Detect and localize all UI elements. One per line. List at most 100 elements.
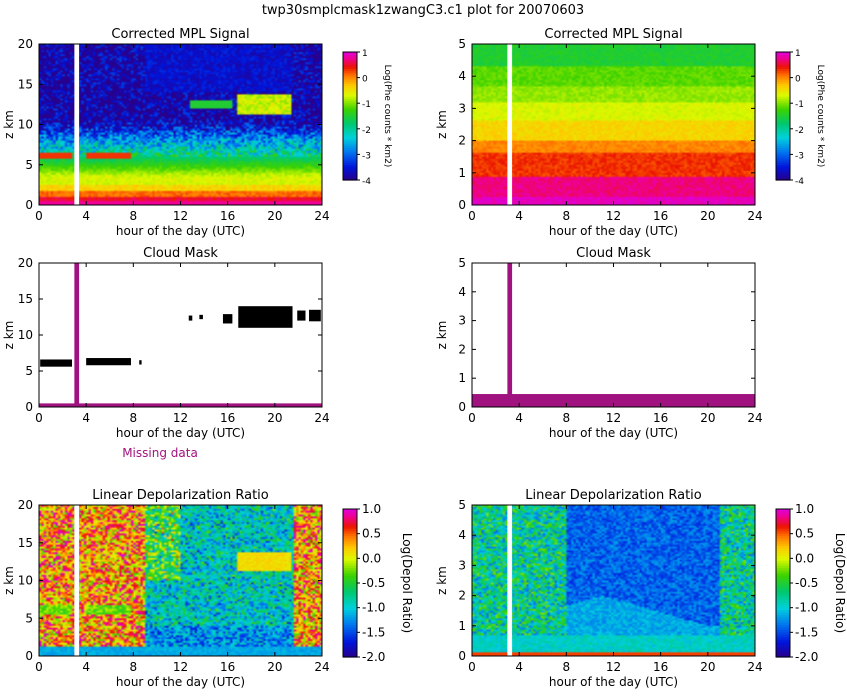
- colorbar-swatch: [343, 513, 357, 517]
- colorbar-tick-label: 0: [795, 75, 801, 85]
- colorbar-swatch: [343, 167, 357, 170]
- colorbar-swatch: [776, 66, 790, 70]
- panel-title: Cloud Mask: [576, 246, 651, 261]
- colorbar-swatch: [776, 60, 790, 64]
- colorbar-swatch: [343, 116, 357, 119]
- colorbar-swatch: [776, 128, 790, 132]
- colorbar-swatch: [776, 118, 790, 121]
- colorbar-swatch: [343, 511, 357, 515]
- colorbar-swatch: [343, 637, 357, 641]
- cloud-layer: [309, 309, 321, 322]
- colorbar-swatch: [776, 541, 790, 545]
- x-tick-label: 20: [700, 209, 715, 223]
- colorbar-swatch: [776, 536, 790, 540]
- x-axis-label: hour of the day (UTC): [549, 224, 678, 238]
- x-tick-label: 8: [563, 209, 571, 223]
- colorbar-tick-label: 0: [362, 75, 368, 85]
- y-tick-label: 1: [458, 619, 466, 633]
- figure-suptitle: twp30smplcmask1zwangC3.c1 plot for 20070…: [262, 3, 584, 18]
- x-tick-label: 12: [606, 209, 621, 223]
- colorbar-swatch: [776, 568, 790, 572]
- colorbar-swatch: [343, 94, 357, 98]
- x-tick-label: 0: [35, 411, 43, 425]
- x-axis-label: hour of the day (UTC): [116, 426, 245, 440]
- colorbar-tick-label: -0.5: [795, 576, 818, 590]
- x-tick-label: 8: [130, 411, 138, 425]
- x-tick-label: 16: [653, 660, 668, 674]
- colorbar-swatch: [343, 54, 357, 57]
- x-tick-label: 20: [700, 411, 715, 425]
- colorbar-swatch: [776, 62, 790, 66]
- colorbar-swatch: [343, 137, 357, 141]
- colorbar-swatch: [776, 90, 790, 94]
- colorbar-tick-label: -1.0: [795, 601, 818, 615]
- colorbar-swatch: [776, 595, 790, 599]
- colorbar-swatch: [343, 550, 357, 554]
- x-tick-label: 24: [314, 411, 329, 425]
- colorbar-swatch: [776, 526, 790, 530]
- cloud-layer: [297, 310, 306, 321]
- x-tick-label: 8: [563, 660, 571, 674]
- colorbar-tick-label: -4: [795, 177, 804, 187]
- colorbar-label: Log(Phe counts * km2): [815, 65, 825, 168]
- colorbar-tick-label: 0.5: [795, 527, 814, 541]
- x-tick-label: 24: [747, 411, 762, 425]
- y-tick-label: 5: [458, 498, 466, 512]
- colorbar-swatch: [776, 126, 790, 130]
- colorbar-swatch: [776, 133, 790, 136]
- colorbar-swatch: [343, 526, 357, 530]
- colorbar-swatch: [776, 516, 790, 520]
- y-tick-label: 20: [18, 498, 33, 512]
- colorbar-swatch: [776, 543, 790, 547]
- colorbar-swatch: [343, 75, 357, 79]
- colorbar-swatch: [343, 175, 357, 179]
- colorbar-swatch: [776, 555, 790, 559]
- colorbar-swatch: [776, 607, 790, 611]
- colorbar-swatch: [776, 518, 790, 522]
- y-tick-label: 5: [25, 611, 33, 625]
- colorbar-swatch: [343, 590, 357, 594]
- colorbar-swatch: [343, 585, 357, 589]
- y-axis-label: z km: [435, 321, 449, 350]
- colorbar-swatch: [343, 612, 357, 616]
- colorbar-tick-label: -1: [362, 100, 371, 110]
- colorbar-swatch: [343, 177, 357, 181]
- x-tick-label: 24: [747, 660, 762, 674]
- colorbar-swatch: [343, 133, 357, 136]
- y-tick-label: 4: [458, 528, 466, 542]
- x-tick-label: 4: [82, 411, 90, 425]
- colorbar-swatch: [776, 587, 790, 591]
- x-tick-label: 12: [173, 660, 188, 674]
- colorbar-swatch: [343, 541, 357, 545]
- x-tick-label: 0: [468, 411, 476, 425]
- colorbar-swatch: [343, 575, 357, 579]
- y-tick-label: 5: [25, 364, 33, 378]
- colorbar-swatch: [343, 101, 357, 104]
- colorbar-swatch: [776, 513, 790, 517]
- x-tick-label: 0: [35, 209, 43, 223]
- colorbar-tick-label: -2: [362, 126, 371, 136]
- colorbar-label: Log(Depol Ratio): [400, 533, 414, 633]
- missing-data-bar: [507, 263, 513, 407]
- colorbar-swatch: [343, 111, 357, 115]
- x-axis-label: hour of the day (UTC): [116, 675, 245, 689]
- x-tick-label: 16: [220, 411, 235, 425]
- heatmap-image: [39, 505, 322, 656]
- colorbar-swatch: [343, 109, 357, 113]
- missing-data-surface-band: [472, 394, 755, 407]
- colorbar-swatch: [776, 69, 790, 72]
- x-tick-label: 24: [314, 660, 329, 674]
- colorbar-swatch: [776, 73, 790, 77]
- colorbar-swatch: [343, 141, 357, 145]
- colorbar-tick-label: -0.5: [362, 576, 385, 590]
- colorbar-tick-label: 1: [362, 49, 368, 59]
- colorbar-swatch: [343, 139, 357, 143]
- colorbar-swatch: [776, 143, 790, 147]
- panel-title: Linear Depolarization Ratio: [525, 488, 702, 503]
- y-tick-label: 15: [18, 77, 33, 91]
- colorbar-swatch: [343, 107, 357, 111]
- missing-data-bar: [507, 44, 513, 205]
- x-tick-label: 4: [515, 411, 523, 425]
- colorbar-swatch: [343, 160, 357, 164]
